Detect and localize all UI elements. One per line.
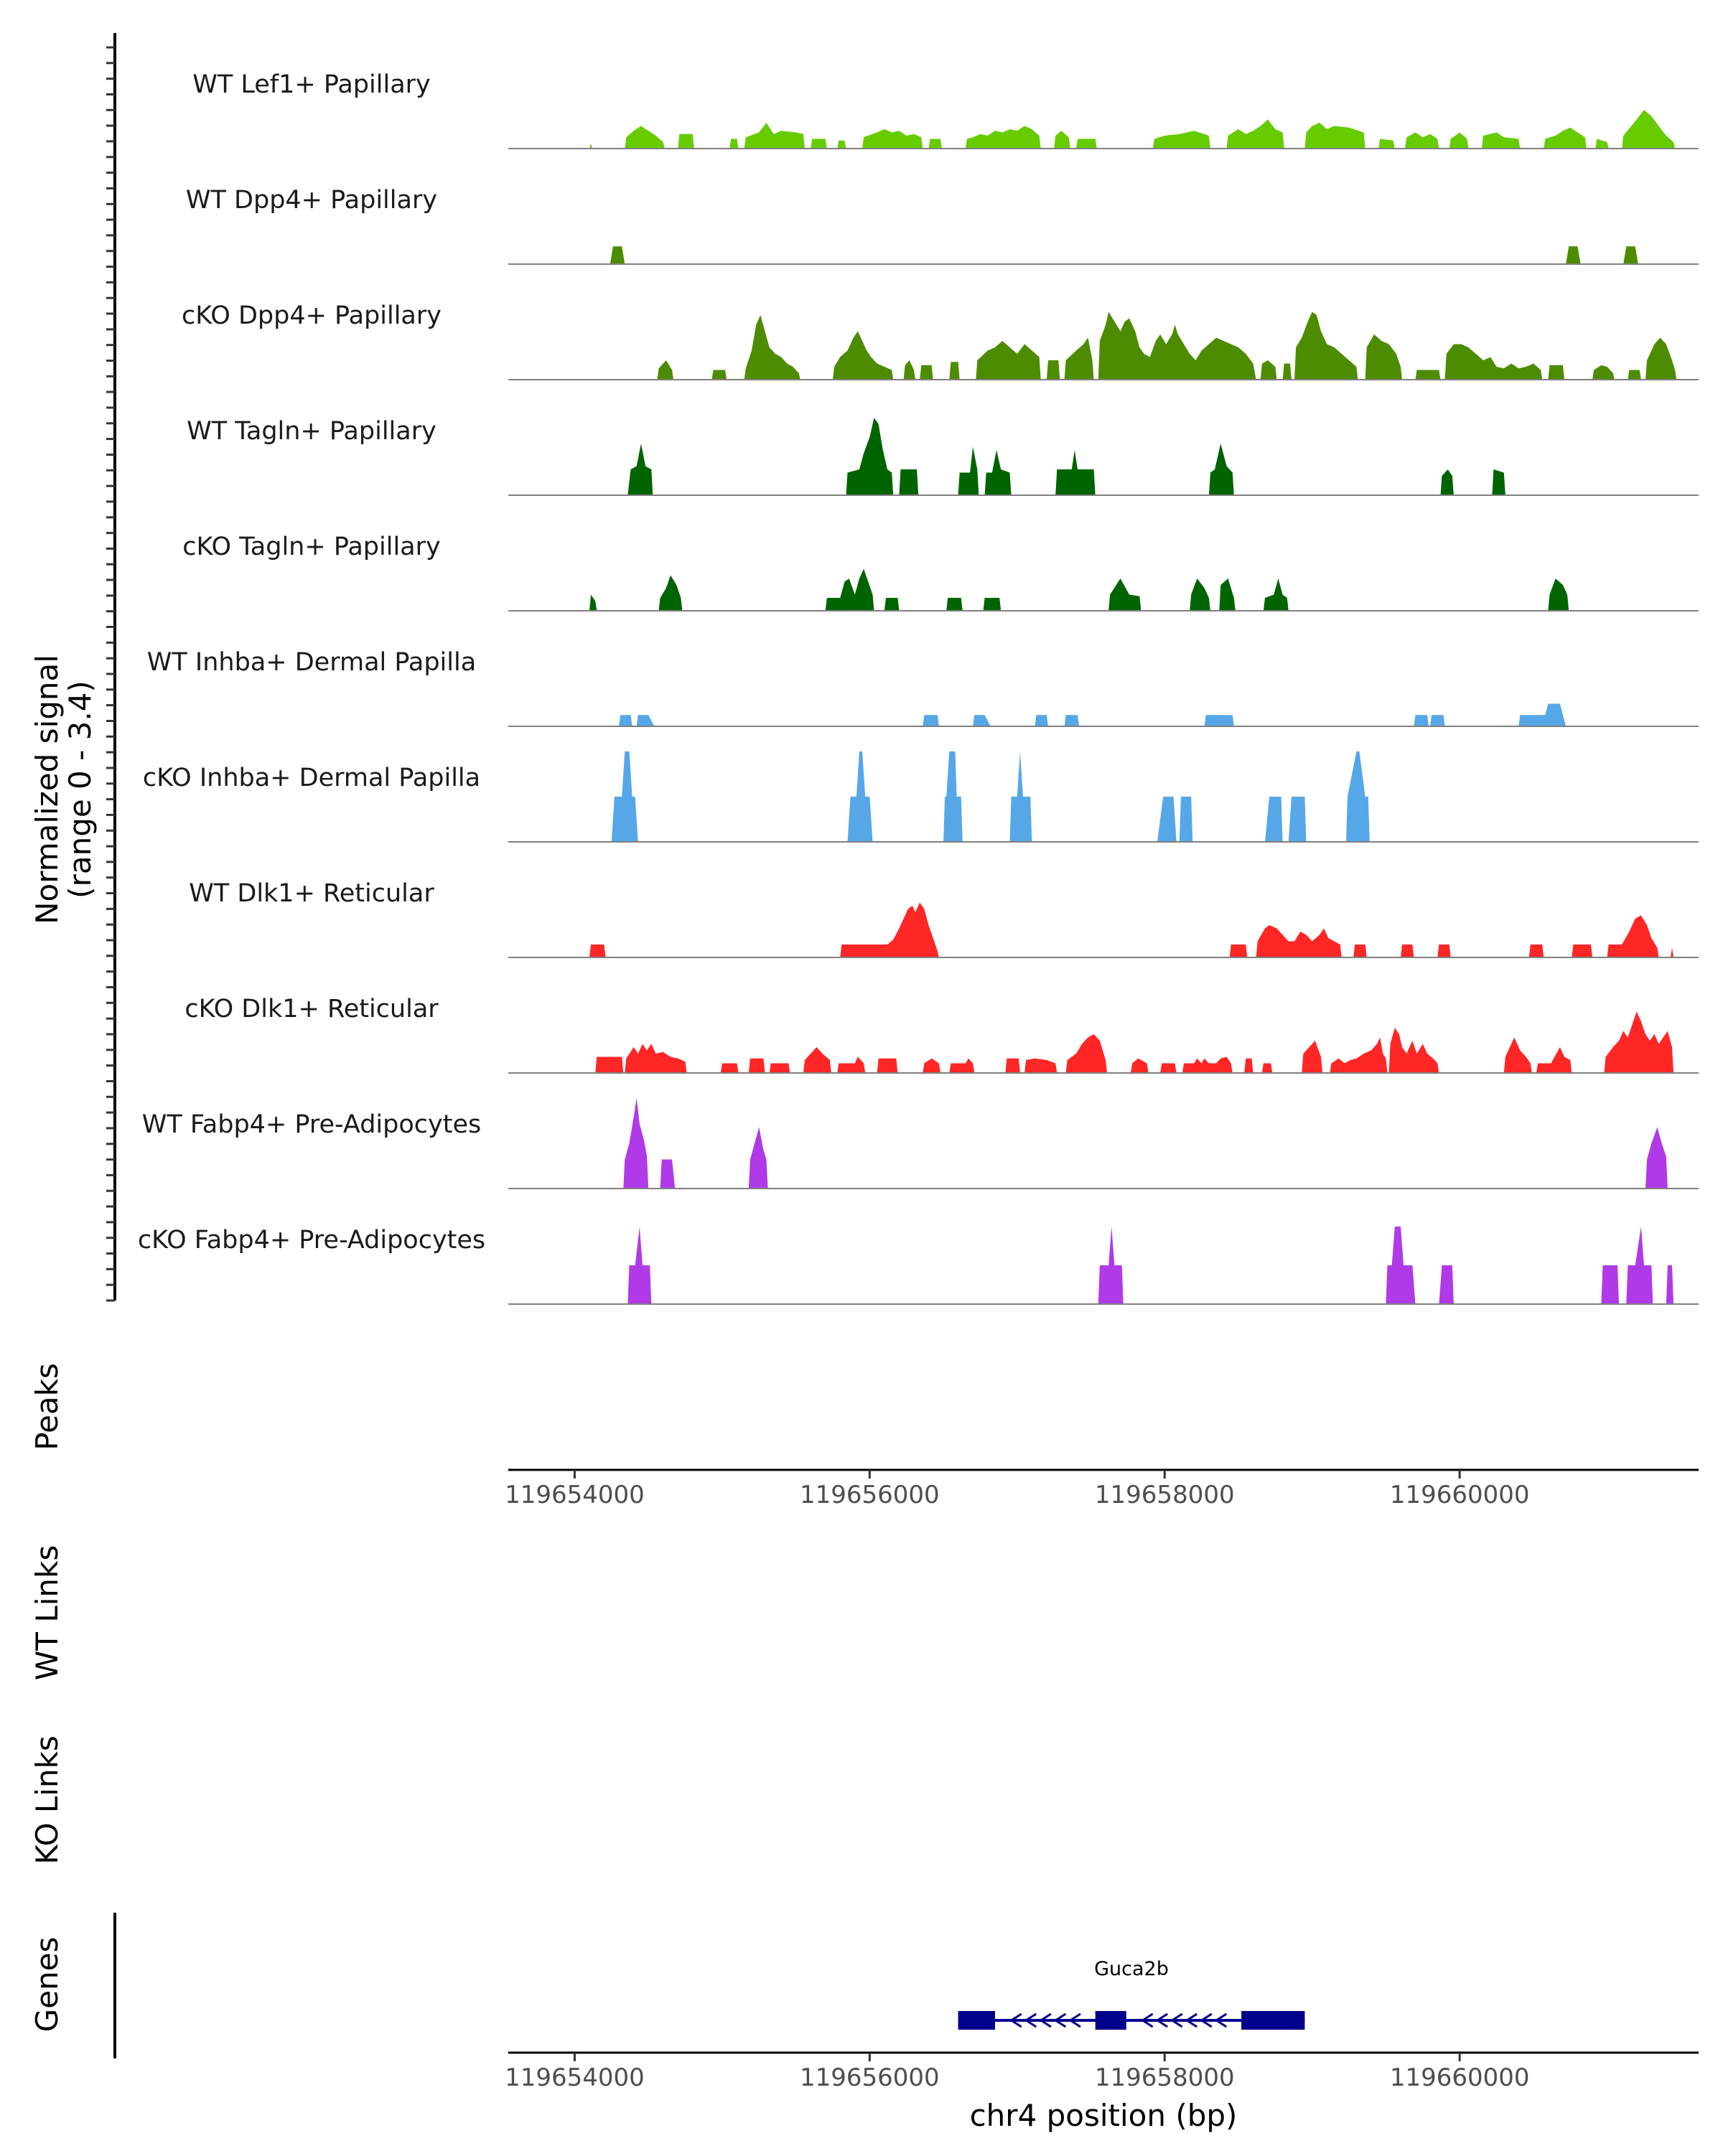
peaks-x-tick-label-1: 119654000 [505, 1481, 645, 1509]
gene-strand-arrow-4 [1053, 2012, 1067, 2028]
gene-strand-arrow-9 [1185, 2012, 1198, 2028]
track-9-coverage-area [595, 1011, 1674, 1073]
gene-strand-arrow-7 [1155, 2012, 1168, 2028]
track-4-label: WT Tagln+ Papillary [187, 417, 436, 446]
peaks-panel-label: Peaks [29, 1363, 65, 1450]
track-5-label: cKO Tagln+ Papillary [182, 533, 441, 561]
peaks-x-ticks: 119654000 119656000 119658000 119660000 [505, 1470, 1530, 1509]
track-3-coverage-area [657, 311, 1677, 380]
gene-strand-arrow-10 [1200, 2012, 1213, 2028]
track-7-label: cKO Inhba+ Dermal Papilla [143, 764, 480, 792]
peaks-x-tick-label-3: 119658000 [1095, 1481, 1235, 1509]
gene-strand-arrow-1 [1009, 2012, 1022, 2028]
track-8-label: WT Dlk1+ Reticular [189, 879, 434, 908]
peaks-x-tick-label-4: 119660000 [1390, 1481, 1530, 1509]
gene-strand-arrow-8 [1169, 2012, 1183, 2028]
genes-x-tick-label-2: 119656000 [800, 2063, 940, 2092]
track-2-label: WT Dpp4+ Papillary [186, 186, 437, 215]
genes-x-ticks: 119654000 119656000 119658000 119660000 [505, 2053, 1530, 2092]
track-2: WT Dpp4+ Papillary [186, 186, 1699, 265]
track-6: WT Inhba+ Dermal Papilla [147, 648, 1699, 727]
coverage-ylabel-line2: (range 0 - 3.4) [62, 680, 98, 899]
track-4: WT Tagln+ Papillary [187, 417, 1699, 496]
wt-links-panel-label: WT Links [29, 1545, 65, 1680]
coverage-ylabel-line1: Normalized signal [29, 655, 65, 924]
peaks-x-tick-label-2: 119656000 [800, 1481, 940, 1509]
track-11: cKO Fabp4+ Pre-Adipocytes [138, 1226, 1699, 1305]
coverage-tracks: WT Lef1+ Papillary WT Dpp4+ Papillary cKO … [138, 70, 1699, 1305]
track-11-coverage-area [627, 1227, 1674, 1304]
track-1: WT Lef1+ Papillary [192, 70, 1699, 149]
track-10-label: WT Fabp4+ Pre-Adipocytes [142, 1110, 481, 1139]
track-6-label: WT Inhba+ Dermal Papilla [147, 648, 476, 677]
genes-panel-label: Genes [29, 1937, 65, 2033]
track-8: WT Dlk1+ Reticular [189, 879, 1699, 958]
track-3-label: cKO Dpp4+ Papillary [182, 301, 442, 330]
gene-strand-arrow-11 [1214, 2012, 1228, 2028]
track-11-label: cKO Fabp4+ Pre-Adipocytes [138, 1226, 485, 1255]
genes-x-tick-label-3: 119658000 [1095, 2063, 1235, 2092]
track-3: cKO Dpp4+ Papillary [182, 301, 1699, 380]
track-7-coverage-area [611, 751, 1370, 842]
coverage-y-ticks [106, 46, 115, 1302]
gene-exon-3 [1241, 2011, 1305, 2030]
track-4-coverage-area [627, 418, 1505, 495]
track-7: cKO Inhba+ Dermal Papilla [143, 751, 1699, 843]
gene-exon-1 [958, 2011, 995, 2030]
gene-strand-arrow-5 [1068, 2012, 1081, 2028]
ko-links-panel-label: KO Links [29, 1735, 65, 1865]
genes-x-tick-label-1: 119654000 [505, 2063, 645, 2092]
x-axis-title: chr4 position (bp) [970, 2098, 1238, 2133]
gene-name-label: Guca2b [1094, 1958, 1169, 1980]
genes-x-tick-label-4: 119660000 [1390, 2063, 1530, 2092]
gene-model: Guca2b [958, 1958, 1305, 2030]
gene-strand-arrow-6 [1140, 2012, 1154, 2028]
gene-strand-arrow-3 [1039, 2012, 1052, 2028]
gene-exon-2 [1095, 2011, 1126, 2030]
track-1-label: WT Lef1+ Papillary [192, 70, 431, 99]
track-9: cKO Dlk1+ Reticular [185, 995, 1699, 1074]
gene-strand-arrow-2 [1024, 2012, 1037, 2028]
track-10: WT Fabp4+ Pre-Adipocytes [142, 1098, 1699, 1189]
track-9-label: cKO Dlk1+ Reticular [185, 995, 439, 1023]
track-5-coverage-area [589, 568, 1569, 611]
track-5: cKO Tagln+ Papillary [182, 533, 1699, 611]
track-1-coverage-area [589, 110, 1676, 149]
